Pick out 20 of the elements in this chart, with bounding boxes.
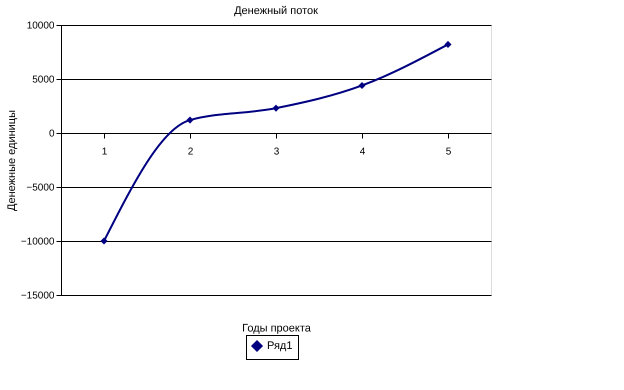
x-tick-label: 5 (446, 146, 452, 158)
x-axis-title: Годы проекта (242, 322, 312, 334)
legend-label: Ряд1 (267, 340, 292, 352)
y-tick-label: −5000 (26, 182, 55, 194)
point (444, 40, 452, 48)
y-axis-title: Денежные единицы (6, 110, 18, 212)
y-tick-label: 5000 (32, 74, 55, 86)
x-tick-label: 2 (188, 146, 194, 158)
point (358, 82, 366, 90)
y-tick-label: −15000 (20, 290, 55, 302)
point (186, 116, 194, 124)
x-tick-label: 3 (274, 146, 280, 158)
y-tick-label: 10000 (26, 20, 55, 32)
y-tick-label: 0 (48, 128, 55, 140)
y-tick-label: −10000 (20, 236, 55, 248)
point (100, 237, 108, 245)
x-tick-label: 4 (360, 146, 366, 158)
chart-title: Денежный поток (234, 5, 318, 17)
x-tick-label: 1 (102, 146, 108, 158)
point (272, 104, 280, 112)
